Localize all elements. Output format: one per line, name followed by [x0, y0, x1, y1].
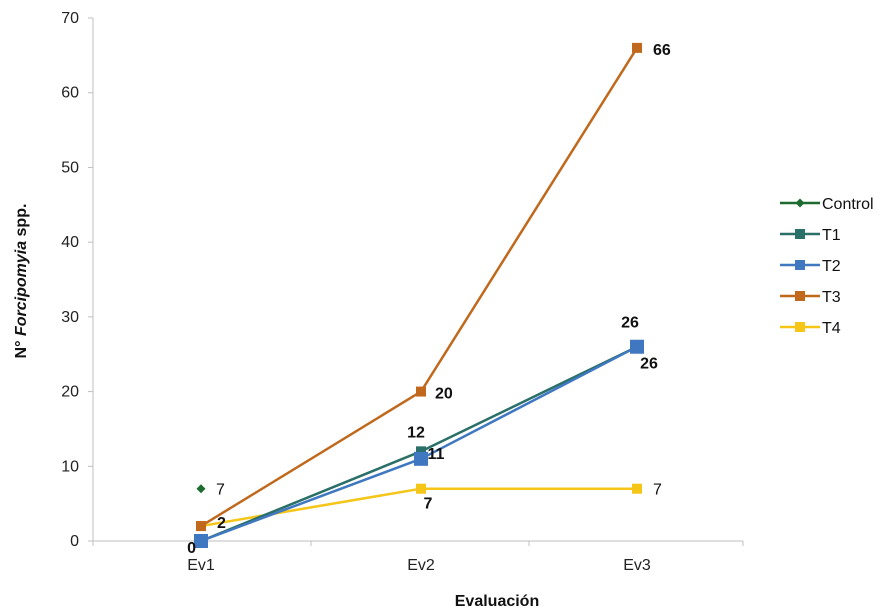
- legend-marker: [795, 260, 805, 270]
- x-tick-label: Ev2: [407, 557, 435, 574]
- series-t4: [196, 483, 642, 532]
- y-tick-label: 50: [61, 159, 79, 176]
- series-line: [200, 487, 637, 528]
- data-label: 11: [428, 446, 445, 463]
- legend-item-t4: T4: [780, 320, 841, 337]
- y-axis-title: N° Forcipomyia spp.: [13, 204, 30, 359]
- legend: Control T1 T2 T3 T4: [780, 196, 874, 337]
- legend-label: T1: [822, 227, 841, 244]
- y-tick-label: 20: [61, 384, 79, 401]
- y-tick-label: 10: [61, 458, 79, 475]
- legend-item-t3: T3: [780, 289, 841, 306]
- data-label: 0: [187, 540, 196, 557]
- x-tick-label: Ev3: [623, 557, 651, 574]
- x-tick-label: Ev1: [187, 557, 215, 574]
- data-point: [416, 386, 426, 397]
- data-point: [414, 451, 428, 466]
- legend-label: T4: [822, 320, 841, 337]
- y-tick-label: 60: [61, 85, 79, 102]
- legend-label: Control: [822, 196, 874, 213]
- series-control: [196, 484, 206, 494]
- data-point: [632, 483, 642, 494]
- legend-item-control: Control: [780, 196, 874, 213]
- series-t2: [194, 339, 644, 548]
- data-label: 7: [653, 482, 662, 499]
- legend-label: T2: [822, 258, 841, 275]
- series-line: [200, 345, 638, 543]
- data-point: [196, 484, 206, 494]
- series-layer: [194, 42, 644, 548]
- data-point: [196, 521, 206, 532]
- data-point: [632, 42, 642, 53]
- data-label: 26: [640, 356, 658, 373]
- legend-label: T3: [822, 289, 841, 306]
- legend-item-t2: T2: [780, 258, 841, 275]
- legend-marker: [795, 229, 805, 239]
- data-point: [194, 534, 208, 548]
- x-axis-title: Evaluación: [455, 593, 539, 610]
- data-label: 2: [217, 515, 226, 532]
- series-line: [200, 345, 638, 543]
- data-label: 12: [407, 424, 425, 441]
- legend-marker: [795, 291, 805, 301]
- y-tick-label: 30: [61, 309, 79, 326]
- data-point: [630, 339, 644, 354]
- data-label: 26: [621, 315, 639, 332]
- series-t3: [196, 42, 642, 532]
- y-tick-label: 0: [70, 533, 79, 550]
- legend-marker: [795, 322, 805, 332]
- legend-marker: [795, 198, 805, 208]
- y-tick-label: 70: [61, 10, 79, 27]
- data-label: 7: [424, 496, 433, 513]
- data-point: [416, 483, 426, 494]
- data-point: [416, 446, 426, 457]
- data-label: 66: [653, 42, 671, 59]
- data-label: 7: [216, 482, 225, 499]
- data-label: 20: [435, 386, 453, 403]
- series-t1: [196, 341, 642, 546]
- legend-item-t1: T1: [780, 227, 841, 244]
- y-tick-label: 40: [61, 234, 79, 251]
